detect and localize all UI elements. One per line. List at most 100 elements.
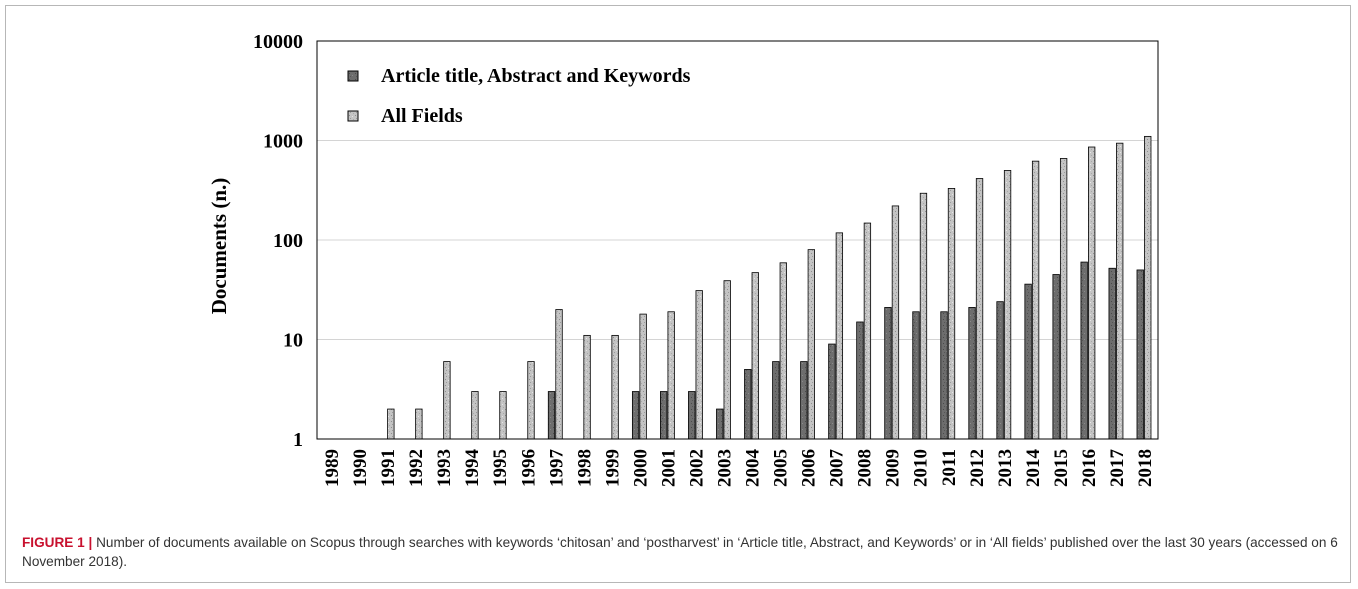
bar-all-fields-1991 [387, 408, 395, 440]
figure-separator: | [88, 535, 93, 550]
x-tick-label: 2008 [855, 449, 876, 487]
figure-label: FIGURE 1 [22, 535, 85, 550]
x-tick-label: 2017 [1107, 449, 1128, 488]
y-tick-label: 1 [293, 429, 303, 451]
y-axis-label: Documents (n.) [207, 178, 231, 315]
y-tick-label: 100 [273, 230, 303, 252]
bar-article-title-2009 [884, 307, 892, 440]
bar-all-fields-2005 [779, 262, 787, 440]
bar-all-fields-2009 [891, 205, 900, 440]
x-tick-label: 2012 [967, 449, 988, 487]
bar-all-fields-2002 [695, 290, 703, 440]
bar-chart: 1 10 100 1000 10000 1989 1990 1991 1992 1993 1994… [207, 31, 1159, 488]
bar-article-title-2005 [772, 361, 780, 440]
x-tick-label: 2014 [1023, 449, 1044, 488]
legend-swatch-all-fields [347, 110, 359, 122]
bar-all-fields-1993 [443, 361, 451, 440]
bar-all-fields-2003 [723, 280, 731, 440]
bar-article-title-2002 [688, 391, 696, 440]
y-tick-label: 1000 [263, 131, 303, 153]
bar-all-fields-2008 [863, 222, 872, 440]
bar-all-fields-2004 [751, 272, 759, 440]
x-tick-label: 2009 [883, 449, 904, 487]
bar-all-fields-2014 [1031, 160, 1040, 440]
bar-article-title-2006 [800, 361, 808, 440]
bar-all-fields-2006 [807, 249, 815, 440]
bar-article-title-2012 [968, 307, 976, 440]
x-tick-label: 2004 [743, 449, 764, 488]
x-tick-label: 1990 [350, 449, 371, 487]
x-tick-label: 1998 [574, 449, 595, 487]
y-tick-label: 10000 [253, 31, 303, 53]
bar-article-title-2008 [856, 321, 864, 440]
bar-all-fields-2018 [1144, 135, 1152, 440]
y-axis-ticks: 1 10 100 1000 10000 [253, 31, 303, 451]
bars [387, 135, 1152, 440]
bar-article-title-2003 [716, 408, 724, 440]
x-tick-label: 2006 [799, 449, 820, 487]
figure-frame: 1 10 100 1000 10000 1989 1990 1991 1992 1993 1994… [5, 5, 1351, 583]
x-tick-label: 2003 [714, 449, 735, 487]
bar-article-title-2000 [631, 391, 640, 440]
bar-article-title-2016 [1080, 261, 1088, 440]
bar-all-fields-1994 [471, 391, 479, 440]
x-tick-label: 2001 [658, 449, 679, 487]
bar-article-title-2013 [996, 301, 1004, 440]
bar-all-fields-2015 [1059, 158, 1068, 440]
x-tick-label: 2018 [1135, 449, 1156, 487]
bar-article-title-2001 [660, 391, 668, 440]
x-tick-label: 1989 [322, 449, 343, 487]
bar-article-title-2017 [1108, 267, 1116, 440]
bar-article-title-1997 [547, 391, 556, 440]
bar-all-fields-1997 [555, 309, 563, 440]
bar-all-fields-2001 [667, 311, 675, 440]
x-tick-label: 1992 [406, 449, 427, 487]
x-tick-label: 2015 [1051, 449, 1072, 487]
x-tick-label: 2005 [771, 449, 792, 487]
x-tick-label: 1991 [378, 449, 399, 487]
bar-article-title-2015 [1052, 274, 1060, 440]
bar-all-fields-1995 [499, 391, 507, 440]
gridlines [317, 140, 1158, 340]
bar-all-fields-1999 [611, 334, 619, 440]
figure-caption: FIGURE 1 | Number of documents available… [22, 533, 1342, 571]
x-tick-label: 2011 [939, 449, 960, 486]
bar-all-fields-2011 [947, 188, 956, 440]
bar-article-title-2004 [744, 369, 752, 440]
x-tick-label: 1994 [462, 449, 483, 488]
x-tick-label: 1997 [546, 449, 567, 488]
bar-all-fields-1998 [583, 334, 591, 440]
bar-article-title-2007 [828, 343, 836, 440]
x-tick-label: 1995 [490, 449, 511, 487]
bar-all-fields-2013 [1003, 170, 1012, 440]
x-tick-label: 1993 [434, 449, 455, 487]
bar-all-fields-2010 [919, 192, 928, 440]
bar-all-fields-2016 [1088, 146, 1096, 440]
x-tick-label: 2010 [911, 449, 932, 487]
x-tick-label: 1999 [602, 449, 623, 487]
x-tick-label: 2007 [827, 449, 848, 488]
bar-all-fields-2012 [975, 178, 984, 440]
plot-area-border [316, 40, 1159, 440]
legend-swatch-article-title [347, 70, 359, 82]
bar-all-fields-2017 [1116, 142, 1124, 440]
x-tick-label: 2016 [1079, 449, 1100, 487]
x-tick-label: 2013 [995, 449, 1016, 487]
legend-label-article-title: Article title, Abstract and Keywords [381, 65, 691, 87]
x-tick-label: 1996 [518, 449, 539, 487]
bar-article-title-2018 [1136, 269, 1144, 440]
bar-article-title-2010 [912, 311, 920, 440]
bar-all-fields-1996 [527, 361, 535, 440]
y-tick-label: 10 [283, 330, 303, 352]
x-axis-ticks: 1989 1990 1991 1992 1993 1994 1995 1996 1997 1998… [322, 449, 1156, 488]
bar-article-title-2011 [940, 311, 948, 440]
legend: Article title, Abstract and Keywords All… [347, 65, 691, 127]
legend-label-all-fields: All Fields [381, 105, 463, 127]
x-tick-label: 2000 [630, 449, 651, 487]
bar-all-fields-1992 [415, 408, 423, 440]
x-tick-label: 2002 [686, 449, 707, 487]
bar-all-fields-2007 [835, 232, 844, 440]
bar-all-fields-2000 [639, 313, 647, 440]
bar-article-title-2014 [1024, 283, 1032, 440]
figure-caption-text: Number of documents available on Scopus … [22, 535, 1338, 569]
